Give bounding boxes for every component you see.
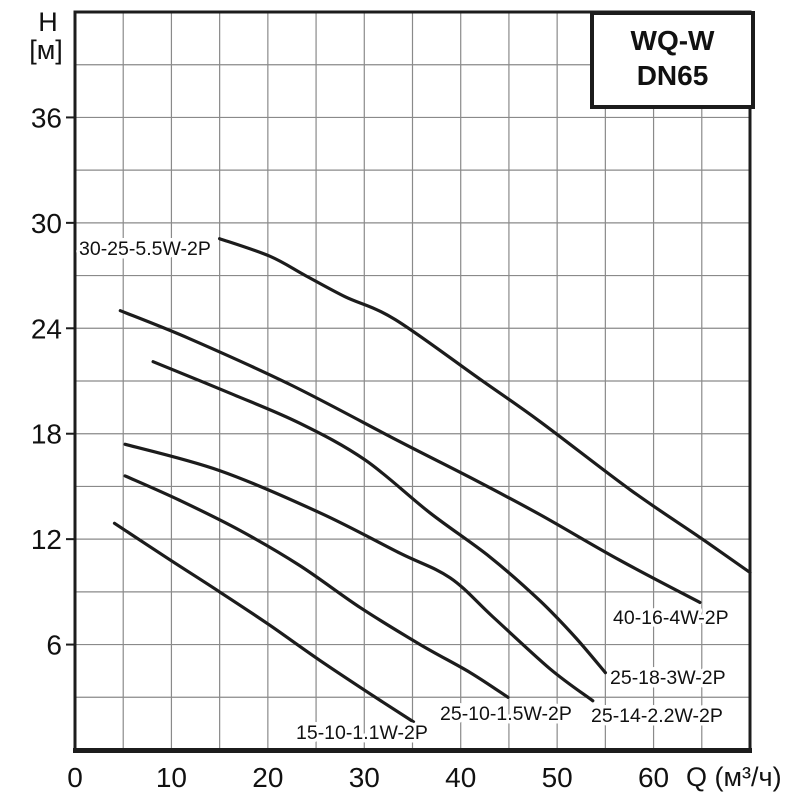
y-tick-label: 18 [31, 419, 62, 450]
plot-grid [75, 12, 750, 750]
x-tick-label: 0 [67, 762, 83, 793]
x-tick-label: 20 [252, 762, 283, 793]
x-tick-label: 10 [156, 762, 187, 793]
curve-label: 30-25-5.5W-2P [79, 238, 211, 260]
curve-labels: 30-25-5.5W-2P 40-16-4W-2P 25-18-3W-2P 25-14… [76, 235, 733, 748]
y-tick-label: 6 [46, 630, 62, 661]
x-axis-unit-label: Q (м³/ч) [686, 762, 782, 792]
pump-curve [123, 474, 510, 699]
x-tick-label: 60 [638, 762, 669, 793]
y-tick-label: 30 [31, 208, 62, 239]
pump-curve [118, 309, 702, 604]
curve-label: 25-14-2.2W-2P [591, 705, 723, 727]
y-axis-unit: [м] [29, 35, 63, 65]
pump-curve [112, 521, 416, 724]
pump-curve [123, 442, 595, 703]
y-axis-name: H [38, 7, 58, 37]
title-line-2: DN65 [637, 60, 709, 91]
curve-label: 40-16-4W-2P [613, 607, 729, 629]
title-box-border [590, 11, 755, 109]
y-tick-label: 24 [31, 313, 62, 344]
pump-curve [151, 360, 607, 675]
curve-label: 25-10-1.5W-2P [440, 703, 572, 725]
y-tick-label: 36 [31, 102, 62, 133]
title-line-1: WQ-W [631, 25, 716, 56]
x-tick-label: 30 [349, 762, 380, 793]
curve-label: 25-18-3W-2P [610, 667, 726, 689]
x-tick-label: 40 [445, 762, 476, 793]
curve-series [112, 237, 752, 724]
pump-curve [218, 237, 752, 575]
x-tick-label: 50 [542, 762, 573, 793]
y-tick-label: 12 [31, 524, 62, 555]
curve-label: 15-10-1.1W-2P [296, 722, 428, 744]
title-box: WQ-W DN65 [590, 11, 755, 109]
